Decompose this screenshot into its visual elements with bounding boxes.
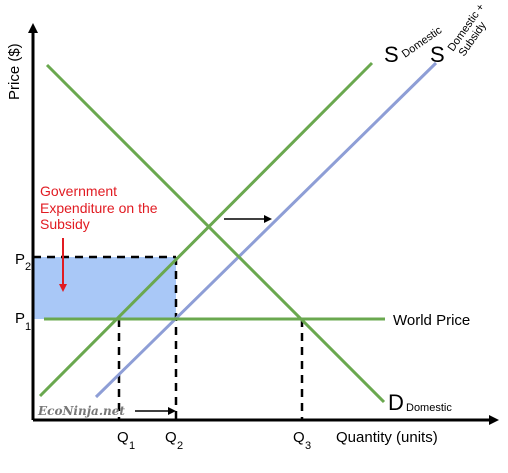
supply-domestic-line: [38, 61, 374, 398]
svg-text:Expenditure on the: Expenditure on the: [40, 200, 158, 216]
svg-text:1: 1: [25, 321, 31, 333]
government-expenditure-label: Government Expenditure on the Subsidy: [40, 183, 158, 232]
quantity-label-q3: Q 3: [293, 429, 311, 452]
x-axis-label: Quantity (units): [336, 429, 438, 446]
svg-text:Q: Q: [165, 429, 177, 446]
svg-text:Q: Q: [293, 429, 305, 446]
svg-text:P: P: [15, 251, 25, 268]
svg-text:2: 2: [177, 440, 183, 452]
demand-domestic-label: D Domestic: [388, 390, 452, 415]
quantity-label-q1: Q 1: [117, 429, 135, 452]
supply-subsidy-line: [94, 61, 438, 399]
watermark: EcoNinja.net: [37, 404, 125, 418]
svg-text:S: S: [384, 42, 399, 67]
dashed-guides: [33, 255, 304, 420]
svg-text:Q: Q: [117, 429, 129, 446]
svg-text:3: 3: [305, 440, 311, 452]
price-label-p2: P 2: [15, 251, 31, 273]
demand-domestic-line: [45, 63, 386, 404]
y-axis-label: Price ($): [6, 43, 23, 100]
svg-text:S: S: [430, 42, 445, 67]
svg-text:2: 2: [25, 261, 31, 273]
world-price-label: World Price: [393, 312, 470, 329]
svg-text:Government: Government: [40, 183, 117, 199]
price-label-p1: P 1: [15, 310, 31, 333]
svg-text:Subsidy: Subsidy: [40, 216, 90, 232]
svg-text:D: D: [388, 390, 404, 415]
quantity-label-q2: Q 2: [165, 429, 183, 452]
svg-text:Domestic: Domestic: [406, 402, 452, 414]
svg-text:P: P: [15, 310, 25, 327]
svg-text:1: 1: [129, 440, 135, 452]
government-expenditure-area: [33, 257, 176, 319]
